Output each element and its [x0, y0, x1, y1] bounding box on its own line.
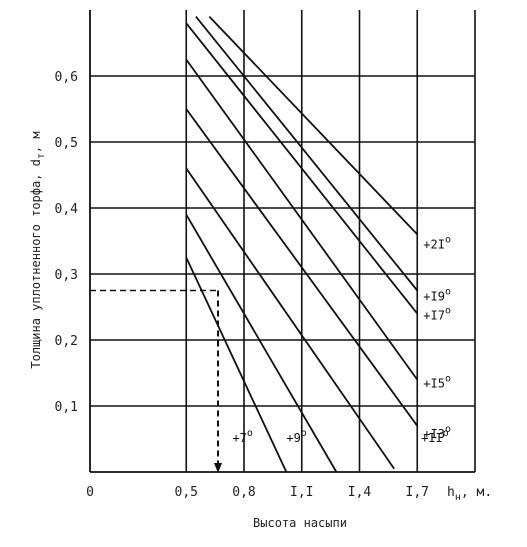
series-line-2 — [185, 167, 395, 470]
x-axis-end-label: hн, м. — [447, 485, 492, 503]
series-label-3: +I3o — [423, 424, 451, 441]
series-label-2: +IIo — [421, 428, 449, 445]
x-tick-label-3: I,I — [290, 485, 313, 500]
series-lines — [185, 15, 418, 473]
series-label-main: +I9 — [423, 290, 445, 304]
series-line-7 — [208, 15, 418, 236]
series-line-3 — [185, 108, 418, 427]
tick-labels: 0 0,5 0,8 I,I I,4 I,7 0,1 0,2 0,3 0,4 0,5 0,6 — [55, 70, 429, 500]
x-tick-label-5: I,7 — [406, 485, 429, 500]
series-label-degree: o — [445, 287, 451, 298]
x-tick-label-2: 0,8 — [232, 485, 255, 500]
series-label-main: +2I — [423, 237, 445, 251]
series-line-4 — [185, 58, 418, 381]
x-tick-label-1: 0,5 — [175, 485, 198, 500]
y-tick-label-4: 0,5 — [55, 136, 78, 151]
series-label-degree: o — [443, 428, 449, 439]
y-axis-title-main: Толщина уплотненного торфа, d — [29, 159, 43, 369]
series-label-main: +II — [421, 431, 443, 445]
series-label-degree: o — [445, 424, 451, 435]
y-tick-label-0: 0,1 — [55, 400, 78, 415]
series-label-degree: o — [301, 428, 307, 439]
series-label-6: +I9o — [423, 287, 451, 304]
y-axis-title-subscript: т — [36, 153, 47, 159]
y-axis-title-unit: , м — [29, 131, 43, 153]
y-tick-label-2: 0,3 — [55, 268, 78, 283]
series-label-4: +I5o — [423, 374, 451, 391]
x-axis-title: Высота насыпи — [253, 516, 347, 530]
series-line-0 — [185, 257, 288, 473]
axes — [89, 10, 475, 473]
series-label-degree: o — [445, 374, 451, 385]
series-label-degree: o — [445, 306, 451, 317]
x-tick-label-4: I,4 — [348, 485, 372, 500]
series-label-main: +I7 — [423, 309, 445, 323]
x-axis-end-subscript: н — [455, 492, 461, 503]
y-axis-title: Толщина уплотненного торфа, dт, м — [29, 131, 47, 368]
y-tick-label-1: 0,2 — [55, 334, 78, 349]
series-labels: +7o +9o +IIo+I3o+I5o+I7o+I9o+2Io — [232, 234, 451, 445]
series-label-main: +7 — [232, 431, 246, 445]
series-label-0: +7o — [232, 428, 252, 445]
x-axis-end-unit: , м. — [461, 485, 492, 500]
series-label-degree: o — [247, 428, 253, 439]
series-label-1: +9o — [286, 428, 306, 445]
series-label-main: +I3 — [423, 427, 445, 441]
series-line-5 — [185, 22, 418, 315]
series-line-1 — [185, 214, 338, 473]
grid — [90, 10, 476, 472]
series-label-7: +2Io — [423, 234, 451, 251]
y-tick-label-5: 0,6 — [55, 70, 78, 85]
series-label-main: +9 — [286, 431, 300, 445]
guide-line — [90, 289, 223, 473]
series-line-6 — [195, 16, 418, 292]
x-axis-end-symbol: h — [447, 485, 455, 500]
series-label-degree: o — [445, 234, 451, 245]
series-label-main: +I5 — [423, 377, 445, 391]
series-label-5: +I7o — [423, 306, 451, 323]
guide-arrowhead — [214, 463, 223, 473]
axis-titles: hн, м. Высота насыпи Толщина уплотненного … — [29, 131, 492, 530]
y-tick-label-3: 0,4 — [55, 202, 79, 217]
x-tick-label-0: 0 — [86, 485, 94, 500]
